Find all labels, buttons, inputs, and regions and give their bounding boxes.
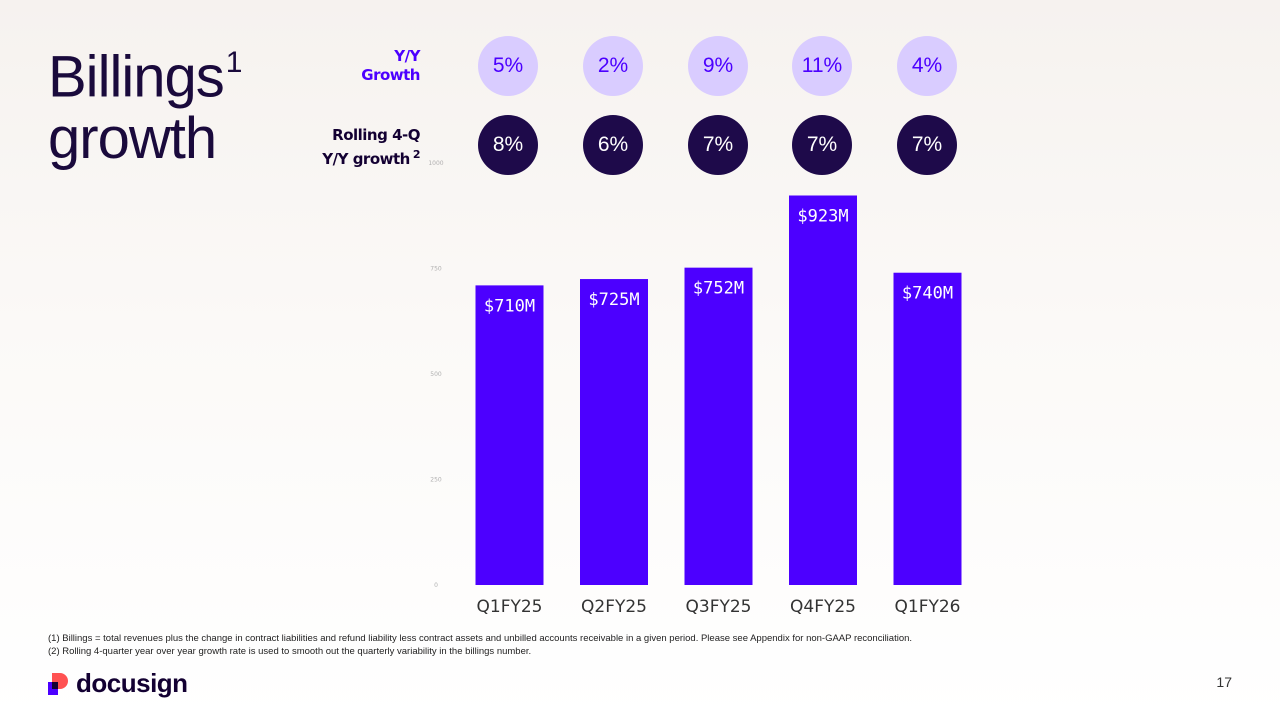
- slide-title: Billings1 growth: [48, 36, 243, 172]
- x-axis-category-label: Q1FY25: [477, 597, 543, 617]
- rolling-growth-circle: 7%: [688, 115, 748, 175]
- bar-q1fy25: [475, 285, 544, 585]
- rolling-growth-label: Rolling 4-Q Y/Y growth 2: [220, 126, 420, 169]
- yy-growth-label: Y/Y Growth: [220, 47, 420, 85]
- rolling-growth-circle: 6%: [583, 115, 643, 175]
- yy-growth-circle: 2%: [583, 36, 643, 96]
- footnote-2: (2) Rolling 4-quarter year over year gro…: [48, 646, 532, 657]
- bar-value-label: $710M: [484, 296, 535, 316]
- title-line-1: Billings1: [48, 36, 243, 110]
- x-axis-category-label: Q1FY26: [895, 597, 961, 617]
- bar-value-label: $923M: [797, 206, 848, 226]
- title-text: Billings: [48, 44, 225, 110]
- y-tick-label: 750: [430, 266, 442, 273]
- rolling-growth-label-text: Y/Y growth: [322, 150, 410, 168]
- page-number: 17: [1216, 674, 1232, 690]
- footnote-1: (1) Billings = total revenues plus the c…: [48, 633, 913, 644]
- rolling-growth-circle: 7%: [792, 115, 852, 175]
- rolling-growth-label-line-2: Y/Y growth 2: [220, 145, 420, 169]
- docusign-logo: docusign: [48, 668, 188, 699]
- rolling-growth-label-line-1: Rolling 4-Q: [332, 126, 420, 144]
- bar-q2fy25: [580, 279, 648, 585]
- y-tick-label: 0: [434, 582, 438, 589]
- bar-value-label: $740M: [902, 284, 953, 304]
- yy-growth-label-line-2: Growth: [361, 66, 420, 84]
- rolling-growth-circle: 7%: [897, 115, 957, 175]
- y-tick-label: 500: [430, 371, 442, 378]
- yy-growth-circle: 11%: [792, 36, 852, 96]
- y-tick-label: 1000: [428, 160, 443, 167]
- x-axis-category-label: Q3FY25: [686, 597, 752, 617]
- bar-value-label: $752M: [693, 279, 744, 299]
- rolling-growth-footnote-marker: 2: [412, 148, 421, 161]
- yy-growth-circle: 5%: [478, 36, 538, 96]
- x-axis-category-label: Q4FY25: [790, 597, 856, 617]
- x-axis-category-label: Q2FY25: [581, 597, 647, 617]
- docusign-logo-icon: [48, 672, 70, 695]
- yy-growth-label-line-1: Y/Y: [394, 47, 420, 65]
- bar-value-label: $725M: [588, 290, 639, 310]
- footnotes: (1) Billings = total revenues plus the c…: [48, 632, 1148, 658]
- yy-growth-circle: 4%: [897, 36, 957, 96]
- y-tick-label: 250: [430, 477, 442, 484]
- bar-q4fy25: [789, 195, 857, 585]
- bar-q1fy26: [893, 272, 962, 585]
- bar-q3fy25: [684, 267, 753, 585]
- title-footnote-marker: 1: [225, 46, 243, 79]
- yy-growth-circle: 9%: [688, 36, 748, 96]
- title-line-2: growth: [48, 106, 217, 172]
- rolling-growth-circle: 8%: [478, 115, 538, 175]
- logo-wordmark: docusign: [76, 668, 188, 698]
